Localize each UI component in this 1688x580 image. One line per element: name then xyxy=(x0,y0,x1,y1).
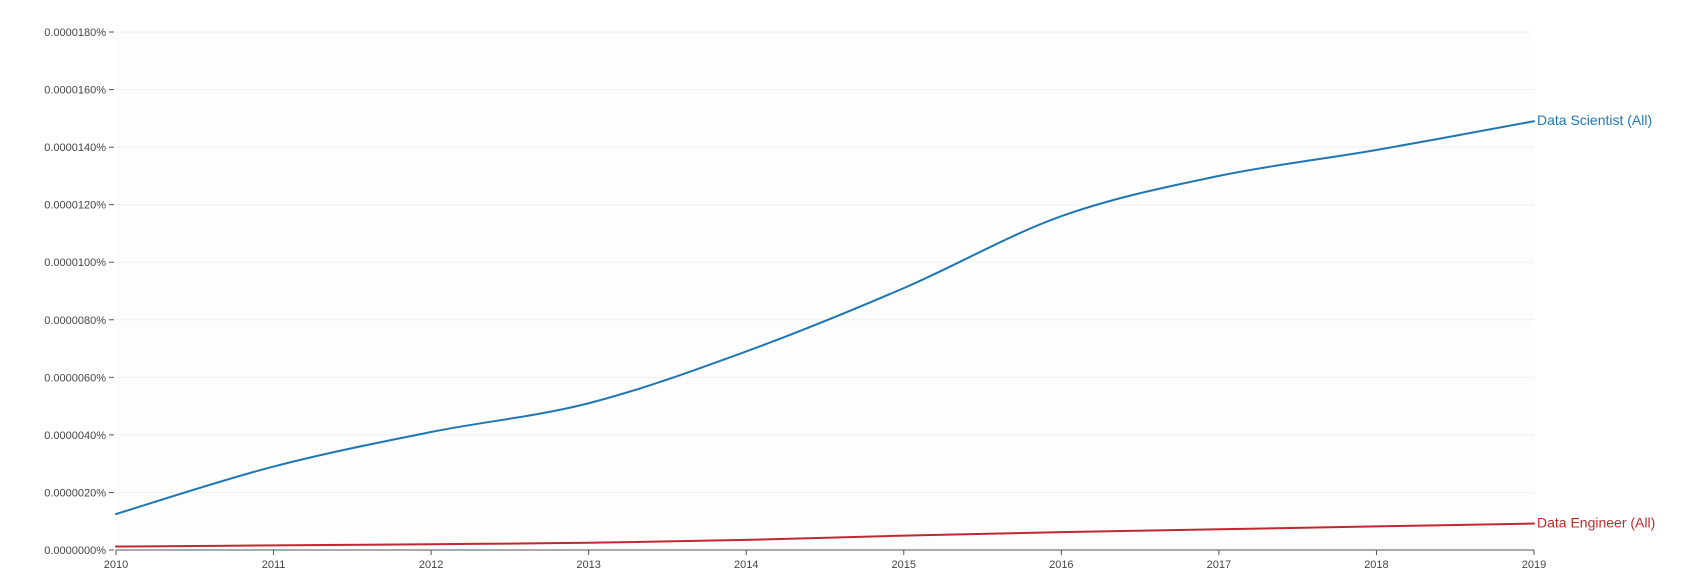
x-tick-label: 2019 xyxy=(1522,559,1546,571)
plot-area xyxy=(116,32,1534,550)
y-tick-label: 0.0000160% xyxy=(44,85,106,97)
y-tick-label: 0.0000180% xyxy=(44,27,106,39)
x-tick-label: 2016 xyxy=(1049,559,1073,571)
x-tick-label: 2013 xyxy=(576,559,600,571)
y-tick-label: 0.0000040% xyxy=(44,430,106,442)
x-tick-label: 2015 xyxy=(892,559,916,571)
series-line-data-engineer-all xyxy=(115,522,1535,548)
grid-lines xyxy=(116,31,1534,493)
series-label-data-engineer-all: Data Engineer (All) xyxy=(1537,515,1655,531)
x-axis-ticks: 2010 2011 2012 2013 2014 2015 2016 2017 2018 2019 xyxy=(104,550,1546,571)
series-line-data-scientist-all xyxy=(115,120,1535,516)
y-tick-label: 0.0000000% xyxy=(44,545,106,557)
series-label-data-scientist-all: Data Scientist (All) xyxy=(1537,112,1652,128)
y-tick-label: 0.0000080% xyxy=(44,315,106,327)
y-tick-label: 0.0000140% xyxy=(44,142,106,154)
series-lines xyxy=(115,120,1535,548)
y-axis-ticks: 0.0000000% 0.0000020% 0.0000040% 0.0000060%… xyxy=(44,27,114,557)
x-tick-label: 2018 xyxy=(1364,559,1388,571)
y-tick-label: 0.0000120% xyxy=(44,200,106,212)
x-tick-label: 2014 xyxy=(734,559,758,571)
y-tick-label: 0.0000100% xyxy=(44,257,106,269)
x-tick-label: 2017 xyxy=(1207,559,1231,571)
x-tick-label: 2011 xyxy=(262,559,286,571)
y-tick-label: 0.0000060% xyxy=(44,372,106,384)
series-labels: Data Scientist (All) Data Engineer (All) xyxy=(1537,112,1655,530)
x-tick-label: 2012 xyxy=(419,559,443,571)
y-tick-label: 0.0000020% xyxy=(44,487,106,499)
x-tick-label: 2010 xyxy=(104,559,128,571)
